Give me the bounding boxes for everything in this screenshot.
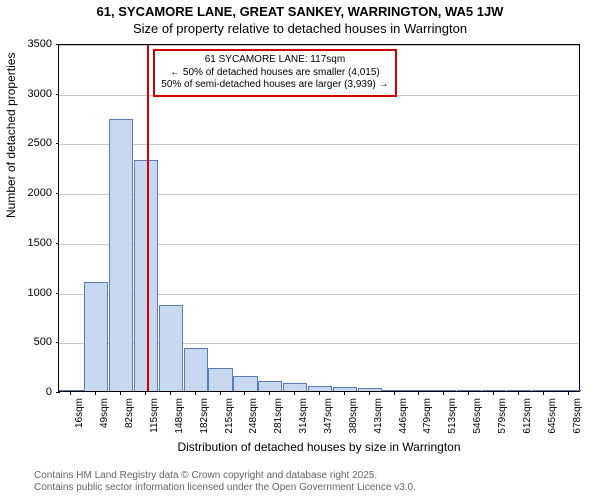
y-tick-label: 1500 [28, 237, 52, 249]
annotation-line1: 61 SYCAMORE LANE: 117sqm [161, 54, 388, 67]
x-tick-label: 148sqm [174, 398, 185, 434]
y-tick-label: 2500 [28, 137, 52, 149]
histogram-bar [556, 390, 580, 391]
x-tick-label: 16sqm [74, 398, 85, 428]
y-tick-label: 500 [34, 336, 52, 348]
x-tick-label: 513sqm [447, 398, 458, 434]
annotation-line3: 50% of semi-detached houses are larger (… [161, 79, 388, 92]
title-line1: 61, SYCAMORE LANE, GREAT SANKEY, WARRING… [0, 4, 600, 19]
y-tick-label: 2000 [28, 187, 52, 199]
x-axis-label: Distribution of detached houses by size … [58, 440, 580, 454]
annotation-line2: ← 50% of detached houses are smaller (4,… [161, 67, 388, 80]
x-tick-label: 645sqm [547, 398, 558, 434]
histogram-bar [532, 390, 556, 391]
y-tick-label: 3500 [28, 38, 52, 50]
annotation-box: 61 SYCAMORE LANE: 117sqm← 50% of detache… [153, 49, 396, 97]
plot-area: 61 SYCAMORE LANE: 117sqm← 50% of detache… [58, 44, 580, 392]
histogram-bar [258, 381, 282, 391]
credit-line1: Contains HM Land Registry data © Crown c… [34, 470, 416, 482]
histogram-bar [84, 282, 108, 391]
x-tick-label: 546sqm [472, 398, 483, 434]
y-tick-label: 1000 [28, 287, 52, 299]
x-tick-label: 479sqm [422, 398, 433, 434]
x-tick-label: 215sqm [224, 398, 235, 434]
y-ticks: 0500100015002000250030003500 [0, 44, 56, 392]
x-ticks: 16sqm 49sqm 82sqm 115sqm 148sqm 182sqm 215sqm 2… [58, 392, 580, 440]
x-tick-label: 49sqm [99, 398, 110, 428]
histogram-bar [283, 383, 307, 391]
x-tick-label: 248sqm [248, 398, 259, 434]
x-tick-label: 82sqm [124, 398, 135, 428]
histogram-bar [208, 368, 232, 391]
marker-line [147, 45, 149, 391]
x-tick-label: 413sqm [373, 398, 384, 434]
x-tick-label: 380sqm [348, 398, 359, 434]
x-tick-label: 612sqm [522, 398, 533, 434]
chart-title: 61, SYCAMORE LANE, GREAT SANKEY, WARRING… [0, 4, 600, 36]
x-tick-label: 347sqm [323, 398, 334, 434]
histogram-bar [382, 390, 406, 391]
histogram-bar [233, 376, 257, 391]
x-tick-label: 579sqm [497, 398, 508, 434]
y-tick-label: 3000 [28, 88, 52, 100]
x-tick-label: 314sqm [298, 398, 309, 434]
title-line2: Size of property relative to detached ho… [0, 21, 600, 36]
histogram-bar [358, 388, 382, 391]
histogram-bar [134, 160, 158, 391]
histogram-bar [333, 387, 357, 391]
histogram-bar [159, 305, 183, 392]
histogram-bar [109, 119, 133, 391]
histogram-bar [507, 390, 531, 391]
credits: Contains HM Land Registry data © Crown c… [34, 470, 416, 494]
histogram-bar [184, 348, 208, 391]
y-tick-label: 0 [46, 386, 52, 398]
x-tick-label: 446sqm [398, 398, 409, 434]
x-tick-label: 281sqm [273, 398, 284, 434]
x-tick-label: 182sqm [199, 398, 210, 434]
x-tick-label: 678sqm [572, 398, 583, 434]
x-tick-label: 115sqm [149, 398, 160, 433]
credit-line2: Contains public sector information licen… [34, 482, 416, 494]
